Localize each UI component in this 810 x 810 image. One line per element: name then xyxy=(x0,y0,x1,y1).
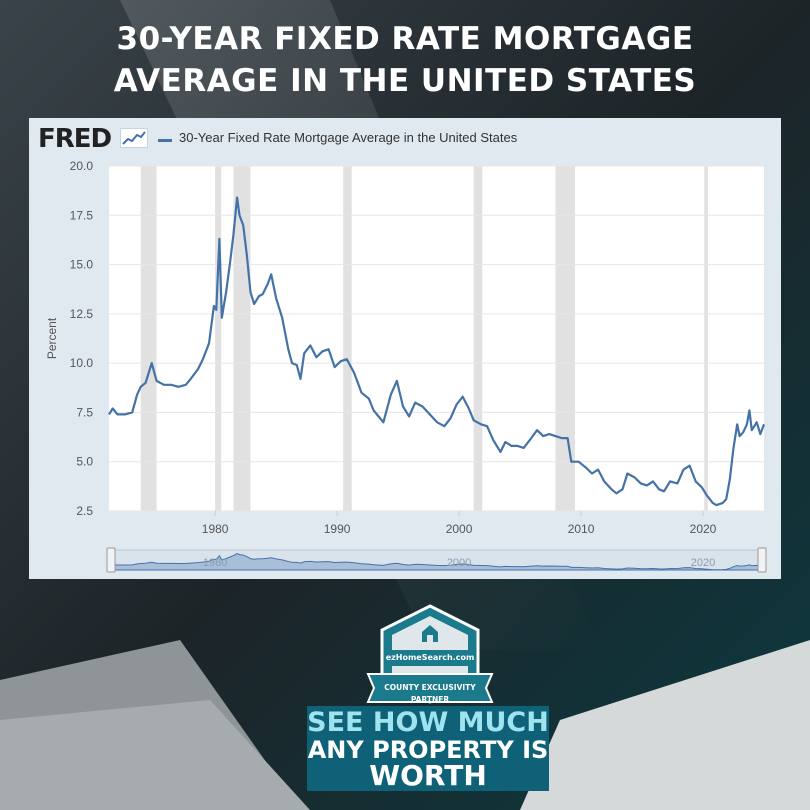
y-tick-label: 20.0 xyxy=(70,159,94,173)
x-tick-label: 2010 xyxy=(568,522,595,536)
y-tick-label: 7.5 xyxy=(76,405,93,419)
legend-swatch xyxy=(158,139,172,142)
cta-line-3: WORTH xyxy=(369,759,487,792)
recession-band xyxy=(140,166,157,511)
cta-line-2: ANY PROPERTY IS xyxy=(307,736,549,764)
line-chart: 20.0 17.5 15.0 12.5 10.0 7.5 5.0 2.5 1980 1990 200… xyxy=(45,159,767,573)
recession-band xyxy=(704,166,708,511)
y-tick-label: 12.5 xyxy=(70,307,94,321)
county-partner-badge[interactable]: ezHomeSearch.com COUNTY EXCLUSIVITY PART… xyxy=(360,602,500,712)
navigator-series xyxy=(108,553,765,571)
home-shield-icon xyxy=(422,625,438,642)
headline-line-1: 30-YEAR FIXED RATE MORTGAGE xyxy=(116,21,694,57)
x-tick-label: 1980 xyxy=(202,522,229,536)
badge-brand: ezHomeSearch.com xyxy=(385,653,475,662)
x-tick-label: 2000 xyxy=(446,522,473,536)
navigator-handle-right[interactable] xyxy=(757,547,767,573)
trend-line-icon xyxy=(120,128,148,148)
headline-line-2: AVERAGE IN THE UNITED STATES xyxy=(113,63,697,99)
navigator-label: 1980 xyxy=(203,557,227,569)
y-tick-label: 15.0 xyxy=(70,258,94,272)
cta-line-1: SEE HOW MUCH xyxy=(307,707,549,738)
chart-panel: 20.0 17.5 15.0 12.5 10.0 7.5 5.0 2.5 1980 1990 200… xyxy=(29,118,781,579)
recession-band xyxy=(343,166,352,511)
plot-area xyxy=(109,166,764,511)
legend-label[interactable]: 30-Year Fixed Rate Mortgage Average in t… xyxy=(179,130,518,145)
recession-band xyxy=(555,166,575,511)
y-tick-label: 5.0 xyxy=(76,455,93,469)
badge-ribbon: COUNTY EXCLUSIVITY PARTNER xyxy=(384,683,476,704)
badge-graphic xyxy=(366,604,494,704)
page-headline: 30-YEAR FIXED RATE MORTGAGE AVERAGE IN T… xyxy=(0,18,810,102)
cta-button[interactable]: SEE HOW MUCH ANY PROPERTY IS WORTH xyxy=(307,706,549,791)
y-tick-label: 10.0 xyxy=(70,356,94,370)
fred-logo: FRED xyxy=(38,124,112,154)
x-tick-label: 2020 xyxy=(690,522,717,536)
chart-legend: FRED 30-Year Fixed Rate Mortgage Average… xyxy=(29,118,781,158)
navigator-label: 2000 xyxy=(447,557,471,569)
navigator-handle-left[interactable] xyxy=(106,547,116,573)
series-line xyxy=(108,196,766,507)
recession-band xyxy=(215,166,222,511)
recession-band xyxy=(473,166,483,511)
y-axis-label: Percent xyxy=(45,317,59,359)
y-tick-label: 2.5 xyxy=(76,504,93,518)
y-tick-label: 17.5 xyxy=(70,208,94,222)
navigator-label: 2020 xyxy=(691,557,715,569)
x-tick-label: 1990 xyxy=(324,522,351,536)
